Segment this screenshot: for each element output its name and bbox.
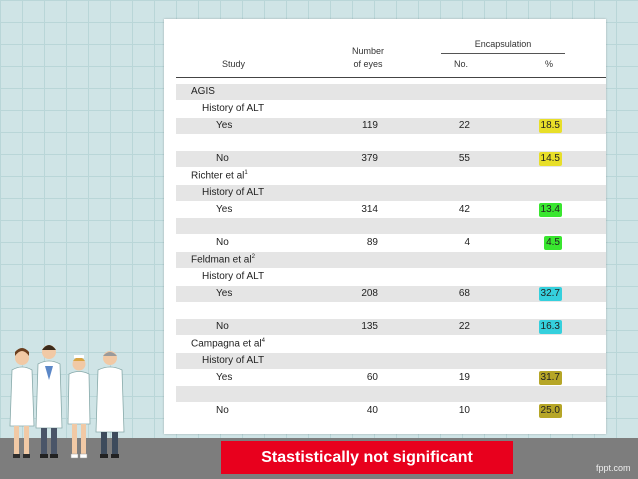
- reference-superscript: 4: [261, 338, 265, 344]
- cell-number-of-eyes: 89: [366, 237, 378, 249]
- header-percent: %: [544, 59, 553, 69]
- row-label: Richter et al1: [191, 170, 248, 182]
- row-label: Feldman et al2: [191, 254, 255, 266]
- cell-number-of-eyes: 379: [361, 153, 378, 165]
- results-table: Study Number of eyes Encapsulation No. %…: [164, 19, 606, 434]
- cell-number-of-eyes: 119: [362, 119, 378, 131]
- cell-encapsulation-percent: 18.5: [538, 118, 562, 133]
- header-no: No.: [453, 59, 468, 69]
- header-rule: [176, 77, 606, 78]
- reference-superscript: 1: [244, 170, 248, 176]
- table-row: Yes 208 68 32.7: [176, 285, 606, 302]
- reference-superscript: 2: [251, 254, 255, 260]
- header-number-of-eyes: Number of eyes: [342, 45, 394, 71]
- table-row: No 379 55 14.5: [176, 151, 606, 168]
- table-header: Study Number of eyes Encapsulation No. %: [164, 19, 606, 97]
- row-label: Yes: [216, 119, 233, 131]
- cell-encapsulation-count: 4: [464, 237, 470, 249]
- cell-number-of-eyes: 314: [361, 203, 378, 215]
- cell-number-of-eyes: 208: [361, 287, 378, 299]
- significance-banner: Stastistically not significant: [221, 441, 513, 474]
- table-row: History of ALT: [176, 269, 606, 285]
- cell-encapsulation-percent: 32.7: [538, 286, 562, 301]
- row-label: Yes: [216, 287, 233, 299]
- row-label: History of ALT: [202, 102, 265, 114]
- cell-number-of-eyes: 40: [366, 405, 378, 417]
- table-row: No 135 22 16.3: [176, 319, 606, 336]
- table-row: No 89 4 4.5: [176, 235, 606, 251]
- row-label: No: [216, 237, 229, 249]
- cell-encapsulation-percent: 25.0: [538, 404, 562, 419]
- header-eyes-line1: Number: [351, 46, 384, 56]
- table-row: Campagna et al4: [176, 336, 606, 352]
- table-row: Richter et al1: [176, 168, 606, 184]
- row-label: No: [216, 405, 229, 417]
- table-row: [176, 134, 606, 150]
- cell-encapsulation-count: 10: [458, 405, 470, 417]
- table-row: [176, 302, 606, 318]
- cell-encapsulation-count: 19: [458, 371, 470, 383]
- row-label: Yes: [216, 203, 233, 215]
- cell-encapsulation-count: 22: [458, 321, 470, 333]
- table-row: [176, 218, 606, 235]
- table-row: Yes 314 42 13.4: [176, 202, 606, 218]
- cell-encapsulation-percent: 31.7: [538, 370, 562, 385]
- cell-encapsulation-percent: 4.5: [544, 236, 562, 251]
- table-row: History of ALT: [176, 352, 606, 369]
- row-label: History of ALT: [202, 186, 265, 198]
- table-row: History of ALT: [176, 184, 606, 201]
- table-row: AGIS: [176, 84, 606, 100]
- row-label: History of ALT: [202, 270, 265, 282]
- table-row: Yes 60 19 31.7: [176, 370, 606, 386]
- header-encapsulation: Encapsulation: [474, 39, 532, 49]
- medical-staff-icon: [9, 345, 125, 459]
- table-row: Yes 119 22 18.5: [176, 117, 606, 134]
- header-study: Study: [222, 59, 246, 69]
- row-label: Campagna et al4: [191, 338, 265, 350]
- cell-number-of-eyes: 135: [361, 321, 378, 333]
- table-row: [176, 386, 606, 403]
- row-label: No: [216, 153, 229, 165]
- header-eyes-line2: of eyes: [353, 59, 383, 69]
- cell-encapsulation-count: 55: [458, 153, 470, 165]
- watermark: fppt.com: [596, 463, 631, 473]
- table-row: Feldman et al2: [176, 252, 606, 268]
- table-row: History of ALT: [176, 101, 606, 117]
- cell-encapsulation-percent: 14.5: [538, 152, 562, 167]
- cell-number-of-eyes: 60: [366, 371, 378, 383]
- row-label: Yes: [216, 371, 233, 383]
- cell-encapsulation-percent: 16.3: [538, 320, 562, 335]
- cell-encapsulation-count: 22: [458, 119, 470, 131]
- table-row: No 40 10 25.0: [176, 403, 606, 419]
- cell-encapsulation-percent: 13.4: [538, 202, 562, 217]
- cell-encapsulation-count: 42: [458, 203, 470, 215]
- header-encapsulation-rule: [441, 53, 565, 54]
- row-label: History of ALT: [202, 354, 265, 366]
- row-label: No: [216, 321, 229, 333]
- row-label: AGIS: [191, 86, 215, 97]
- cell-encapsulation-count: 68: [458, 287, 470, 299]
